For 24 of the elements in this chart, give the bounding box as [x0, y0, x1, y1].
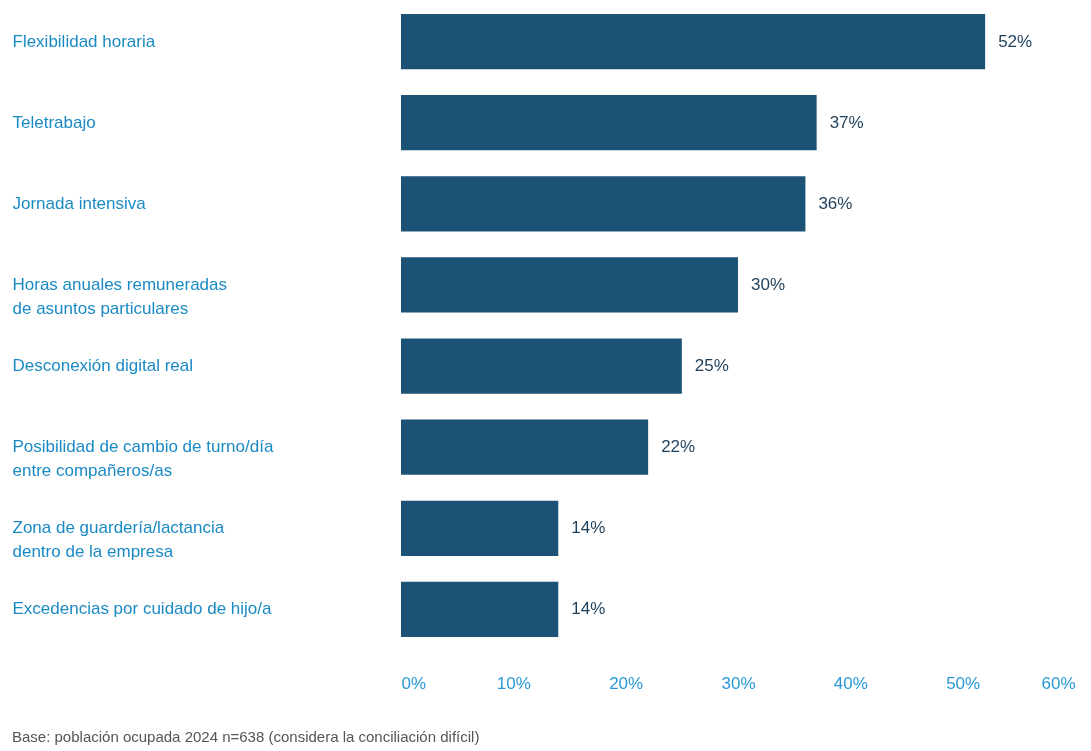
y-tick-label: Teletrabajo — [12, 112, 96, 132]
y-tick-label: Jornada intensiva — [12, 193, 147, 213]
y-tick-label: Zona de guardería/lactancia dentro de la empresa — [12, 518, 225, 562]
data-label: 36% — [818, 193, 853, 213]
data-label: 14% — [571, 599, 606, 619]
text: Base: población ocupada 2024 n=638 (considera la conciliación difícil) — [12, 728, 480, 745]
data-label: 25% — [694, 356, 729, 376]
y-tick-label: Flexibilidad horaria — [12, 31, 156, 51]
data-label: 37% — [829, 112, 864, 132]
x-tick-label: 0% — [401, 673, 427, 693]
data-label: 14% — [571, 518, 606, 538]
x-tick-label: 30% — [721, 673, 756, 693]
y-tick-label: Posibilidad de cambio de turno/día entre compañeros/as — [12, 437, 274, 481]
data-label: 30% — [751, 274, 786, 294]
y-tick-label: Excedencias por cuidado de hijo/a — [12, 599, 272, 619]
x-tick-label: 20% — [609, 673, 644, 693]
data-label: 52% — [998, 31, 1033, 51]
x-tick-label: 40% — [833, 673, 868, 693]
y-tick-label: Horas anuales remuneradas de asuntos particulares — [12, 274, 228, 318]
x-tick-label: 60% — [1041, 673, 1076, 693]
y-tick-label: Desconexión digital real — [12, 356, 193, 376]
data-label: 22% — [661, 437, 696, 457]
x-tick-label: 10% — [496, 673, 531, 693]
x-tick-label: 50% — [946, 673, 981, 693]
